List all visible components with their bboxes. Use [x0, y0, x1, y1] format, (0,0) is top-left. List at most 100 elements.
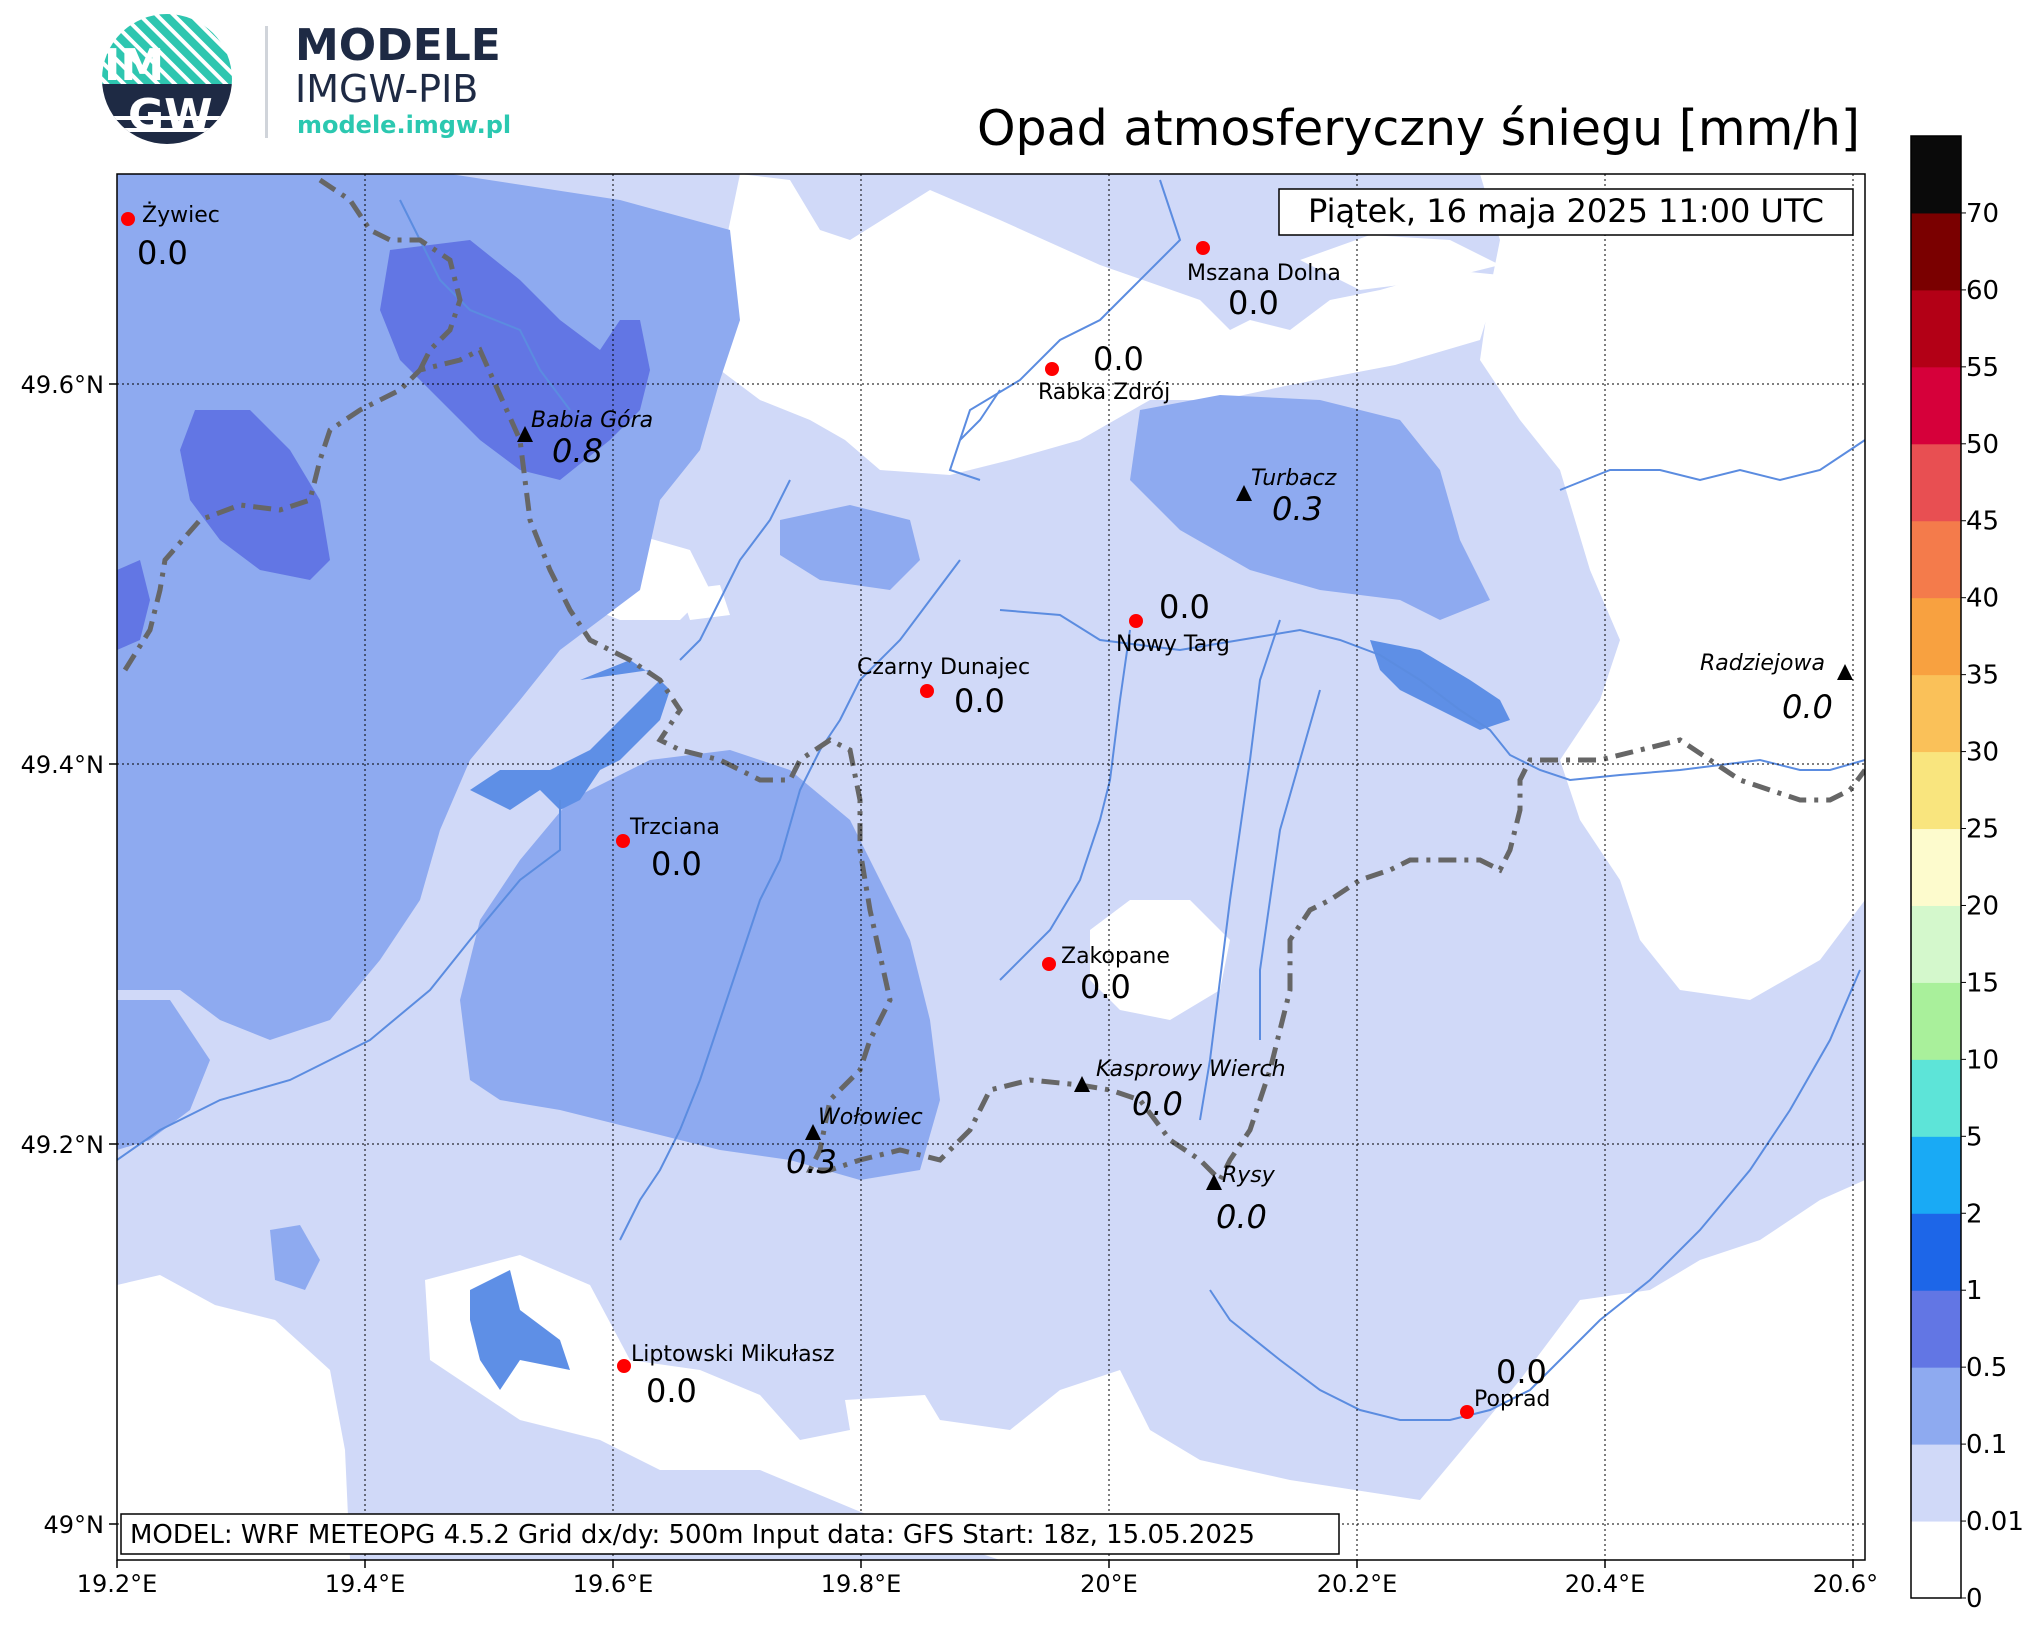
logo-divider: [265, 26, 268, 138]
colorbar-tick-label: 25: [1966, 815, 1999, 845]
colorbar-tick-label: 30: [1966, 738, 1999, 768]
peak-marker: [517, 426, 533, 442]
peak-name: Wołowiec: [818, 1105, 923, 1130]
band-0.1-turbacz: [1130, 395, 1490, 620]
city-name: Rabka Zdrój: [1038, 380, 1170, 405]
precip-field: [117, 174, 1865, 1560]
city-mszana-dolna: Mszana Dolna 0.0: [1187, 241, 1341, 322]
city-name: Zakopane: [1061, 944, 1170, 969]
colorbar-swatch: [1911, 982, 1961, 1060]
peak-turbacz: Turbacz 0.3: [1236, 466, 1337, 528]
colorbar-tick-label: 55: [1966, 353, 1999, 383]
city-value: 0.0: [651, 845, 702, 883]
peaks: Babia Góra 0.8 Turbacz 0.3 Radziejowa 0.…: [517, 408, 1853, 1236]
colorbar-swatch: [1911, 674, 1961, 753]
city-value: 0.0: [954, 682, 1005, 720]
colorbar-tick-label: 5: [1966, 1122, 1983, 1152]
zero-area-zakopane: [1090, 900, 1230, 1020]
city-marker: [1129, 614, 1143, 628]
zero-area-sw: [117, 1275, 350, 1560]
city-value: 0.0: [1093, 340, 1144, 378]
colorbar-tick-label: 20: [1966, 891, 1999, 921]
peak-value: 0.0: [1132, 1085, 1183, 1123]
city-liptowski-mikulasz: Liptowski Mikułasz 0.0: [617, 1342, 835, 1410]
colorbar-swatch: [1911, 520, 1961, 599]
band-0.1-west-2: [117, 1000, 210, 1150]
colorbar-tick-label: 15: [1966, 968, 1999, 998]
city-marker: [617, 1359, 631, 1373]
band-0.1-small: [780, 505, 920, 590]
peak-value: 0.3: [786, 1143, 837, 1181]
date-box-frame: [1278, 188, 1854, 236]
colorbar-swatch: [1911, 1521, 1961, 1599]
lake-czorsztyn: [1370, 640, 1510, 730]
zero-area-small-3: [680, 585, 730, 620]
city-trzciana: Trzciana 0.0: [616, 815, 720, 883]
city-rabka-zdroj: Rabka Zdrój 0.0: [1038, 340, 1170, 405]
colorbar-swatch: [1911, 1290, 1961, 1368]
city-name: Nowy Targ: [1116, 632, 1230, 657]
colorbar-swatch: [1911, 289, 1961, 368]
border-line-north: [318, 177, 463, 372]
city-marker: [920, 684, 934, 698]
river-kamienica: [1559, 439, 1865, 491]
model-info-label: MODEL: WRF METEOPG 4.5.2 Grid dx/dy: 500…: [130, 1520, 1255, 1550]
lon-tick-label: 20.4°E: [1565, 1570, 1646, 1598]
national-border: [122, 177, 1865, 1185]
city-zakopane: Zakopane 0.0: [1042, 944, 1170, 1006]
city-marker: [121, 212, 135, 226]
city-value: 0.0: [1080, 968, 1131, 1006]
colorbar-tick-label: 70: [1966, 199, 1999, 229]
city-name: Czarny Dunajec: [857, 655, 1030, 680]
city-value: 0.0: [646, 1372, 697, 1410]
lon-tick-label: 20°E: [1080, 1570, 1138, 1598]
city-value: 0.0: [1496, 1353, 1547, 1391]
peak-value: 0.3: [1272, 490, 1323, 528]
logo-subtitle: IMGW-PIB: [295, 67, 479, 111]
peak-radziejowa: Radziejowa 0.0: [1700, 651, 1853, 726]
lake-orawa: [470, 660, 670, 810]
colorbar-swatch: [1911, 751, 1961, 830]
logo-monogram-bottom: GW: [128, 90, 213, 141]
city-name: Mszana Dolna: [1187, 261, 1341, 286]
city-marker: [1042, 957, 1056, 971]
river-raba-north: [959, 179, 1182, 441]
river-bialy-dunajec: [999, 629, 1131, 981]
peak-value: 0.0: [1216, 1198, 1267, 1236]
lat-tick-label: 49°N: [44, 1511, 105, 1539]
city-marker: [1045, 362, 1059, 376]
zero-area-rabka: [720, 174, 1500, 475]
colorbar-swatch: [1911, 905, 1961, 983]
colorbar-tick-label: 0.5: [1966, 1353, 2007, 1383]
colorbar-tick-label: 0.01: [1966, 1507, 2024, 1537]
peak-marker: [1074, 1076, 1090, 1092]
city-czarny-dunajec: Czarny Dunajec 0.0: [857, 655, 1030, 720]
colorbar-swatches: [1911, 136, 1961, 1599]
city-marker: [616, 834, 630, 848]
peak-marker: [1236, 485, 1252, 501]
band-0.1-central: [460, 750, 940, 1180]
zero-area-south: [425, 1180, 1865, 1560]
colorbar-swatch: [1911, 136, 1961, 214]
lon-tick-labels: 19.2°E 19.4°E 19.6°E 19.8°E 20°E 20.2°E …: [77, 1570, 1880, 1598]
peak-marker: [805, 1124, 821, 1140]
date-label: Piątek, 16 maja 2025 11:00 UTC: [1308, 192, 1824, 230]
lat-tick-label: 49.2°N: [21, 1131, 104, 1159]
river-poprad: [1209, 969, 1861, 1421]
city-name: Żywiec: [142, 202, 220, 228]
model-info-frame: [120, 1513, 1340, 1555]
border-line: [122, 346, 1865, 1185]
band-0.5-babia-gora: [380, 240, 650, 480]
colorbar-frame: [1910, 135, 1962, 1599]
river-creek-1: [1259, 689, 1321, 1040]
peak-name: Babia Góra: [531, 408, 653, 433]
peak-value: 0.0: [1782, 688, 1833, 726]
date-box: Piątek, 16 maja 2025 11:00 UTC: [1278, 188, 1854, 236]
colorbar-tick-label: 2: [1966, 1199, 1983, 1229]
imgw-logo-emblem: IM GW: [102, 14, 232, 144]
model-info-box: MODEL: WRF METEOPG 4.5.2 Grid dx/dy: 500…: [120, 1513, 1340, 1555]
peak-babia-gora: Babia Góra 0.8: [517, 408, 653, 470]
zero-area-ne: [1480, 174, 1865, 1000]
colorbar-swatch: [1911, 1213, 1961, 1291]
